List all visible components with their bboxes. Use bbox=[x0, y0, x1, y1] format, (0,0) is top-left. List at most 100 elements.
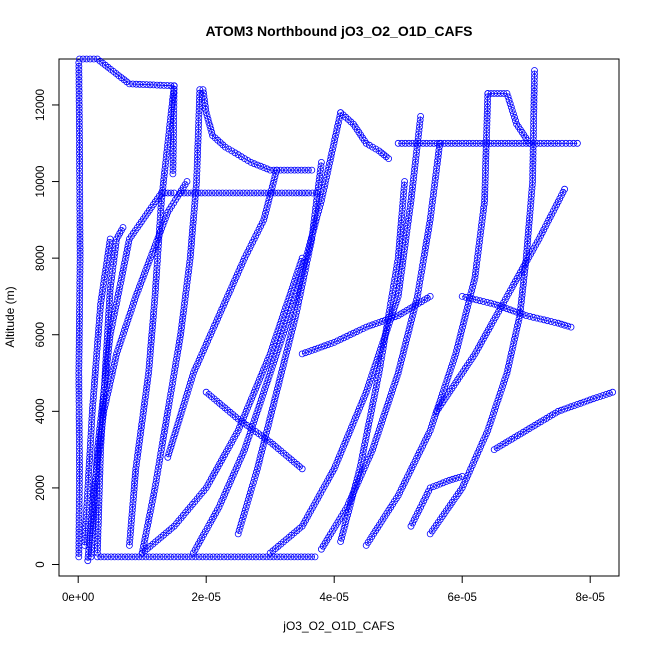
data-point bbox=[126, 535, 134, 542]
data-point bbox=[75, 415, 83, 423]
data-point bbox=[167, 553, 175, 561]
data-point bbox=[156, 225, 163, 233]
data-point bbox=[76, 167, 83, 175]
data-point bbox=[460, 481, 468, 489]
data-point bbox=[540, 139, 548, 147]
data-point bbox=[395, 366, 403, 374]
data-point bbox=[222, 296, 230, 304]
data-point bbox=[276, 339, 284, 347]
data-point bbox=[139, 81, 147, 88]
data-point bbox=[272, 392, 280, 399]
data-point bbox=[508, 107, 516, 114]
data-point bbox=[180, 303, 188, 311]
data-point bbox=[324, 341, 332, 349]
data-point bbox=[169, 376, 177, 384]
data-point bbox=[333, 337, 341, 345]
data-point bbox=[259, 553, 267, 561]
data-point bbox=[132, 461, 140, 469]
data-point bbox=[117, 276, 125, 284]
data-point bbox=[303, 251, 311, 259]
data-point bbox=[508, 283, 516, 291]
data-point bbox=[331, 132, 339, 140]
data-point bbox=[86, 529, 94, 537]
data-point bbox=[94, 331, 102, 339]
data-point bbox=[416, 116, 424, 124]
data-point bbox=[304, 553, 312, 561]
data-point bbox=[96, 477, 103, 485]
data-point bbox=[375, 319, 383, 326]
data-point bbox=[428, 420, 436, 428]
data-point bbox=[96, 311, 104, 318]
data-point bbox=[157, 197, 165, 205]
data-point bbox=[113, 297, 121, 304]
data-point bbox=[164, 138, 172, 145]
data-point bbox=[76, 292, 84, 300]
data-point bbox=[478, 221, 485, 229]
data-point bbox=[519, 310, 527, 318]
data-point bbox=[297, 166, 305, 174]
data-point bbox=[161, 165, 169, 173]
data-point bbox=[102, 266, 110, 274]
data-point bbox=[481, 433, 489, 441]
data-point bbox=[125, 238, 133, 246]
data-point bbox=[155, 236, 163, 244]
data-point bbox=[275, 324, 283, 331]
data-point bbox=[399, 202, 407, 210]
data-point bbox=[317, 158, 325, 166]
series-2 bbox=[76, 55, 178, 178]
data-point bbox=[75, 429, 83, 437]
data-point bbox=[333, 126, 341, 134]
data-point bbox=[543, 219, 551, 227]
data-point bbox=[362, 434, 370, 442]
data-point bbox=[153, 264, 161, 272]
data-point bbox=[273, 330, 281, 338]
data-point bbox=[334, 119, 342, 127]
data-point bbox=[277, 372, 285, 379]
data-point bbox=[83, 496, 91, 503]
data-point bbox=[102, 351, 110, 359]
data-point bbox=[351, 485, 359, 493]
data-point bbox=[281, 307, 288, 315]
data-point bbox=[76, 150, 83, 158]
data-point bbox=[458, 292, 466, 300]
data-point bbox=[293, 289, 301, 297]
data-point bbox=[166, 393, 174, 401]
data-point bbox=[76, 195, 84, 203]
data-point bbox=[241, 254, 249, 262]
data-point bbox=[242, 503, 250, 510]
data-point bbox=[177, 331, 185, 339]
data-point bbox=[192, 553, 199, 561]
data-point bbox=[256, 553, 263, 561]
data-point bbox=[530, 132, 537, 140]
data-point bbox=[150, 81, 157, 89]
data-point bbox=[282, 352, 290, 359]
data-point bbox=[98, 432, 105, 440]
data-point bbox=[561, 185, 568, 193]
data-point bbox=[351, 481, 359, 489]
data-point bbox=[75, 511, 83, 518]
data-point bbox=[304, 248, 312, 256]
data-point bbox=[309, 228, 317, 235]
data-point bbox=[143, 383, 151, 391]
data-point bbox=[75, 405, 83, 412]
data-point bbox=[392, 268, 400, 276]
data-point bbox=[345, 508, 352, 516]
data-point bbox=[75, 412, 83, 420]
data-point bbox=[409, 176, 417, 184]
data-point bbox=[483, 124, 491, 132]
data-point bbox=[514, 322, 521, 330]
data-point bbox=[156, 453, 164, 461]
data-point bbox=[388, 289, 396, 297]
data-point bbox=[419, 258, 427, 266]
data-point bbox=[110, 260, 117, 268]
data-point bbox=[159, 186, 167, 194]
data-point bbox=[250, 419, 257, 427]
data-point bbox=[75, 419, 83, 427]
data-point bbox=[444, 139, 452, 147]
data-point bbox=[334, 122, 342, 130]
data-point bbox=[406, 322, 414, 330]
data-point bbox=[544, 139, 551, 147]
data-point bbox=[96, 473, 104, 481]
data-point bbox=[154, 243, 162, 251]
data-point bbox=[114, 553, 122, 561]
